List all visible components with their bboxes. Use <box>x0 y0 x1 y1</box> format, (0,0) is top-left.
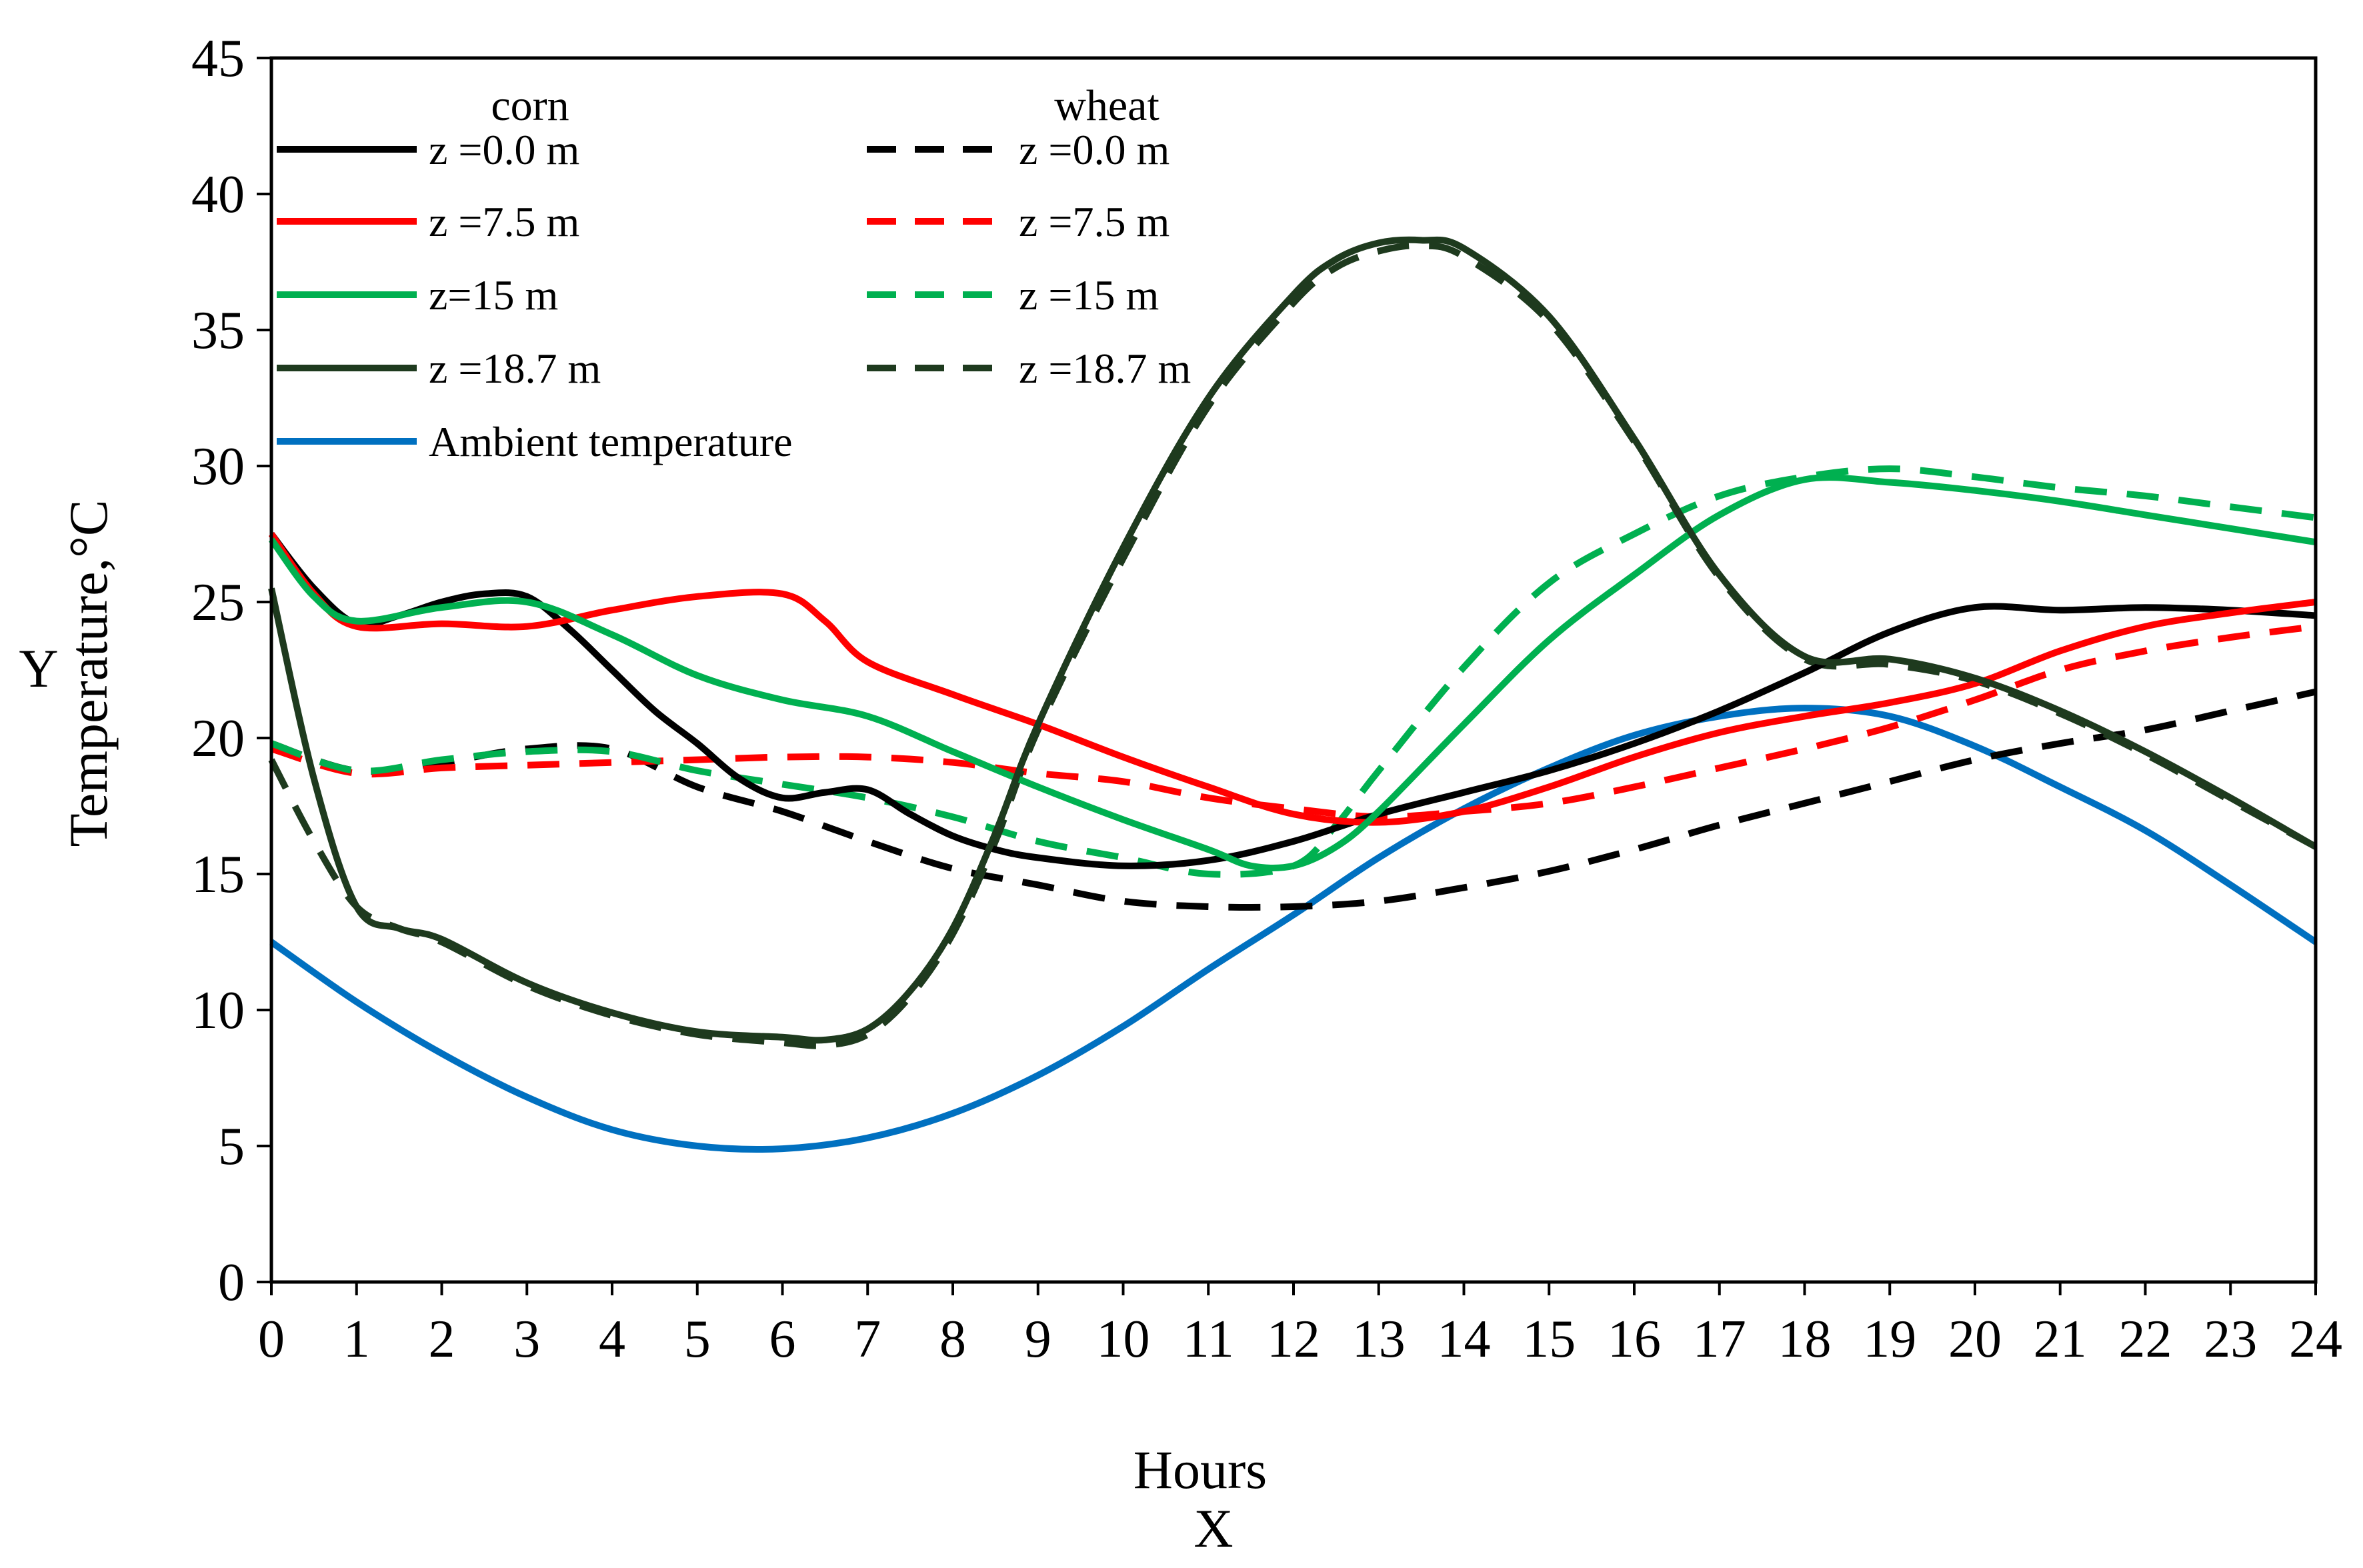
x-tick-label: 19 <box>1863 1310 1916 1369</box>
series-line-wheat-5 <box>270 623 2316 821</box>
legend-label: z =7.5 m <box>429 198 579 245</box>
x-tick-label: 5 <box>684 1310 711 1369</box>
x-tick-label: 24 <box>2289 1310 2342 1369</box>
x-tick-label: 2 <box>429 1310 455 1369</box>
x-tick-label: 3 <box>513 1310 540 1369</box>
legend-label: z =7.5 m <box>1019 198 1169 245</box>
y-axis-title: Temperature,°C <box>58 499 119 847</box>
x-axis: 0 1 2 3 4 5 6 7 8 9 10 11 12 13 14 15 16 17 18 19 20 21 22 23 24 <box>258 1282 2342 1369</box>
series-line-ambient-8 <box>269 705 2318 1153</box>
y-tick-label: 20 <box>191 709 245 768</box>
x-axis-letter: X <box>1194 1498 1233 1559</box>
series-line-corn-3 <box>268 236 2318 1044</box>
y-tick-label: 40 <box>191 165 245 224</box>
legend-label: z =18.7 m <box>1019 345 1191 392</box>
y-tick-label: 25 <box>191 573 245 632</box>
y-axis: 0 5 10 15 20 25 30 35 40 45 <box>191 29 271 1312</box>
x-tick-label: 15 <box>1522 1310 1576 1369</box>
x-tick-label: 17 <box>1693 1310 1746 1369</box>
x-tick-label: 16 <box>1608 1310 1661 1369</box>
legend-header-wheat: wheat <box>1054 81 1159 130</box>
legend-label: z =0.0 m <box>1019 126 1169 173</box>
legend-label: z =18.7 m <box>429 345 601 392</box>
x-tick-label: 18 <box>1778 1310 1832 1369</box>
y-tick-label: 0 <box>218 1253 245 1312</box>
x-tick-label: 4 <box>599 1310 625 1369</box>
series-line-corn-1 <box>268 532 2316 826</box>
x-tick-label: 6 <box>769 1310 796 1369</box>
x-tick-label: 10 <box>1097 1310 1150 1369</box>
y-tick-label: 5 <box>218 1117 245 1176</box>
legend-label: z =0.0 m <box>429 126 579 173</box>
legend-label: Ambient temperature <box>429 418 793 465</box>
x-tick-label: 8 <box>939 1310 966 1369</box>
y-tick-label: 10 <box>191 981 245 1040</box>
legend-label: z=15 m <box>429 271 558 319</box>
y-axis-letter: Y <box>19 638 58 699</box>
series-line-wheat-4 <box>270 688 2317 911</box>
x-tick-label: 20 <box>1948 1310 2002 1369</box>
y-tick-label: 45 <box>191 29 245 88</box>
x-tick-label: 11 <box>1183 1310 1234 1369</box>
y-tick-label: 35 <box>191 301 245 360</box>
x-axis-title: Hours <box>1133 1439 1267 1500</box>
x-tick-label: 9 <box>1025 1310 1051 1369</box>
x-tick-label: 14 <box>1438 1310 1491 1369</box>
y-tick-label: 30 <box>191 437 245 496</box>
legend-label: z =15 m <box>1019 271 1159 319</box>
x-tick-label: 21 <box>2034 1310 2087 1369</box>
series-line-corn-2 <box>268 474 2316 872</box>
x-tick-label: 7 <box>854 1310 881 1369</box>
series-line-corn-0 <box>269 531 2316 869</box>
x-tick-label: 13 <box>1352 1310 1406 1369</box>
x-tick-label: 22 <box>2119 1310 2172 1369</box>
x-tick-label: 23 <box>2204 1310 2257 1369</box>
y-tick-label: 15 <box>191 845 245 904</box>
series-layer <box>268 236 2318 1153</box>
x-tick-label: 12 <box>1267 1310 1320 1369</box>
x-tick-label: 1 <box>343 1310 370 1369</box>
x-tick-label: 0 <box>258 1310 285 1369</box>
legend-header-corn: corn <box>491 81 569 130</box>
